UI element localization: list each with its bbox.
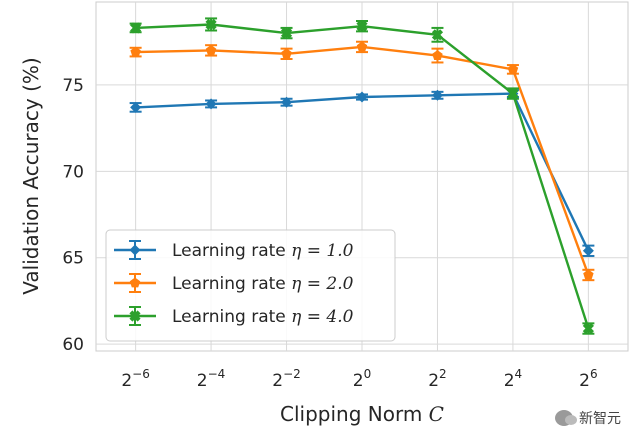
data-point-marker <box>431 29 444 41</box>
data-point-marker <box>356 41 368 52</box>
data-point-marker <box>129 310 141 322</box>
x-tick-label: 2−2 <box>272 367 301 391</box>
data-point-marker <box>583 269 594 280</box>
data-point-marker <box>582 322 594 335</box>
data-point-marker <box>281 48 292 59</box>
data-point-marker <box>129 277 141 288</box>
y-tick-label: 70 <box>62 162 84 182</box>
watermark-text: 新智元 <box>579 411 621 427</box>
data-point-marker <box>582 245 594 257</box>
y-axis-label: Validation Accuracy (%) <box>19 57 43 294</box>
legend-label: Learning rate η = 1.0 <box>172 241 354 261</box>
legend-box <box>105 229 396 342</box>
y-ticks: 60 65 70 75 <box>62 76 84 355</box>
x-tick-label: 26 <box>579 367 597 391</box>
data-point-marker <box>205 18 217 31</box>
x-tick-label: 2−4 <box>197 367 226 391</box>
legend-label: Learning rate η = 2.0 <box>172 274 354 294</box>
x-ticks: 2−6 2−4 2−2 20 22 24 26 <box>121 367 597 391</box>
legend-item-3: Learning rate η = 4.0 <box>114 306 354 327</box>
data-point-marker <box>356 20 368 32</box>
data-point-marker <box>130 22 142 34</box>
watermark: 新智元 <box>555 408 621 428</box>
data-point-marker <box>507 63 519 74</box>
series-group <box>129 17 595 335</box>
data-point-marker <box>205 98 217 110</box>
data-point-marker <box>129 244 141 256</box>
legend-item-1: Learning rate η = 1.0 <box>114 240 354 261</box>
y-tick-label: 60 <box>62 335 84 355</box>
legend: Learning rate η = 1.0 Learning rate η = 2… <box>105 229 396 342</box>
wechat-icon <box>555 410 577 426</box>
data-point-marker <box>431 89 443 101</box>
data-point-marker <box>356 91 368 103</box>
data-point-marker <box>130 101 142 113</box>
data-point-marker <box>280 27 293 39</box>
legend-item-2: Learning rate η = 2.0 <box>114 273 354 294</box>
series-3 <box>129 17 595 335</box>
x-tick-label: 24 <box>504 367 522 391</box>
x-tick-label: 22 <box>428 367 446 391</box>
x-axis-label: Clipping Norm C <box>280 402 444 426</box>
x-tick-label: 2−6 <box>121 367 150 391</box>
x-tick-label: 20 <box>353 367 371 391</box>
data-point-marker <box>432 50 443 60</box>
data-point-marker <box>205 44 217 55</box>
data-point-marker <box>507 87 519 100</box>
data-point-marker <box>130 46 141 57</box>
legend-label: Learning rate η = 4.0 <box>172 307 354 327</box>
data-point-marker <box>281 96 293 108</box>
series-2 <box>129 40 595 282</box>
y-tick-label: 75 <box>62 76 84 96</box>
y-tick-label: 65 <box>62 249 84 269</box>
